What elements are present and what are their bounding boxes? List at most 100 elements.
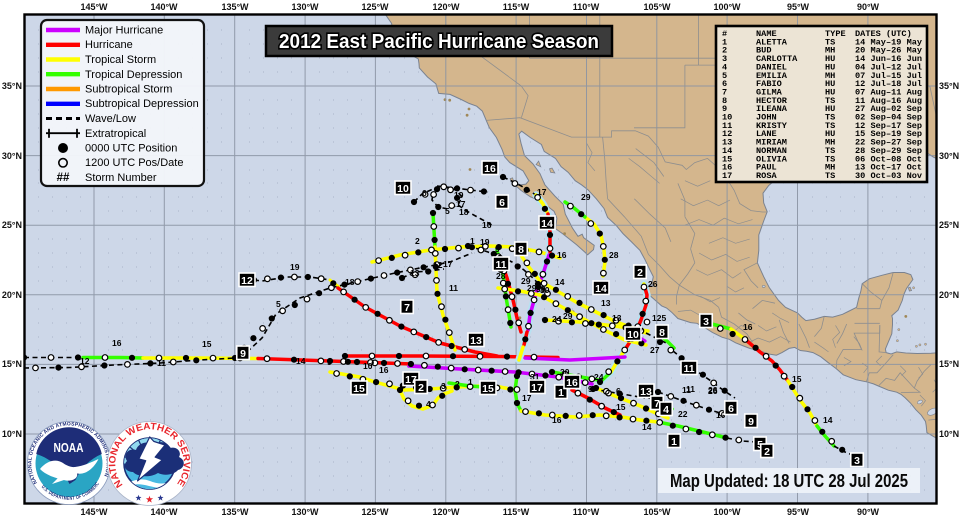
svg-text:20°N: 20°N	[2, 290, 22, 300]
svg-text:02 Sep–04 Sep: 02 Sep–04 Sep	[855, 113, 922, 123]
svg-text:120°W: 120°W	[432, 507, 460, 517]
svg-text:10: 10	[716, 410, 726, 420]
svg-text:2: 2	[455, 379, 460, 389]
svg-text:3: 3	[854, 455, 860, 467]
svg-text:30°N: 30°N	[2, 151, 22, 161]
svg-text:NAME: NAME	[756, 29, 777, 39]
svg-text:15 Sep–19 Sep: 15 Sep–19 Sep	[855, 129, 922, 139]
svg-text:15°N: 15°N	[939, 359, 959, 369]
svg-text:16: 16	[743, 322, 753, 332]
svg-text:HU: HU	[825, 62, 835, 72]
svg-text:6: 6	[722, 79, 727, 89]
svg-text:17: 17	[537, 187, 547, 197]
svg-text:11: 11	[722, 121, 732, 131]
svg-text:12 Jul–18 Jul: 12 Jul–18 Jul	[855, 79, 922, 89]
svg-text:16: 16	[484, 163, 496, 175]
svg-text:30: 30	[536, 284, 546, 294]
svg-text:##: ##	[57, 172, 70, 184]
svg-text:28: 28	[496, 271, 506, 281]
svg-text:10°N: 10°N	[2, 429, 22, 439]
svg-text:29: 29	[563, 311, 573, 321]
svg-text:14 May–19 May: 14 May–19 May	[855, 37, 922, 47]
svg-text:16: 16	[557, 250, 567, 260]
svg-text:28: 28	[609, 250, 619, 260]
svg-text:4: 4	[426, 399, 431, 409]
svg-text:LANE: LANE	[756, 129, 777, 139]
svg-text:29: 29	[527, 283, 537, 293]
svg-text:4: 4	[722, 62, 727, 72]
svg-text:16: 16	[379, 365, 389, 375]
svg-text:HU: HU	[825, 54, 835, 64]
svg-text:9: 9	[240, 348, 246, 360]
svg-text:12 Sep–17 Sep: 12 Sep–17 Sep	[855, 121, 922, 131]
svg-text:TS: TS	[825, 121, 835, 131]
svg-text:12: 12	[241, 275, 253, 287]
svg-text:7: 7	[722, 87, 727, 97]
svg-text:7: 7	[654, 398, 660, 410]
svg-text:14: 14	[722, 146, 732, 156]
svg-text:11 Aug–16 Aug: 11 Aug–16 Aug	[855, 96, 922, 106]
svg-text:13 Oct–17 Oct: 13 Oct–17 Oct	[855, 163, 922, 173]
svg-text:GILMA: GILMA	[756, 87, 783, 97]
svg-text:105°W: 105°W	[643, 507, 671, 517]
svg-text:90°W: 90°W	[857, 507, 880, 517]
svg-text:DATES (UTC): DATES (UTC)	[855, 29, 912, 39]
svg-text:30: 30	[560, 367, 570, 377]
svg-text:11: 11	[449, 283, 458, 293]
svg-text:MH: MH	[825, 163, 835, 173]
svg-text:TS: TS	[825, 37, 835, 47]
svg-text:TS: TS	[825, 96, 835, 106]
svg-text:26: 26	[708, 385, 718, 395]
svg-text:135°W: 135°W	[221, 2, 249, 12]
svg-text:BUD: BUD	[756, 46, 771, 56]
svg-text:17: 17	[722, 171, 732, 181]
svg-text:13: 13	[470, 335, 482, 347]
svg-text:19: 19	[454, 190, 464, 200]
svg-text:15: 15	[202, 339, 212, 349]
svg-text:15: 15	[792, 374, 802, 384]
svg-text:MIRIAM: MIRIAM	[756, 138, 787, 148]
svg-text:22: 22	[678, 409, 688, 419]
svg-text:16: 16	[722, 163, 732, 173]
svg-text:20°N: 20°N	[939, 290, 959, 300]
svg-text:TS: TS	[825, 171, 835, 181]
svg-text:KRISTY: KRISTY	[756, 121, 788, 131]
svg-text:5: 5	[445, 206, 450, 216]
svg-text:120°W: 120°W	[432, 2, 460, 12]
svg-text:#: #	[722, 29, 727, 39]
svg-text:28 Sep–29 Sep: 28 Sep–29 Sep	[855, 146, 922, 156]
svg-text:MH: MH	[825, 71, 835, 81]
svg-text:13: 13	[601, 298, 611, 308]
svg-text:115°W: 115°W	[503, 2, 530, 12]
svg-text:125°W: 125°W	[361, 2, 389, 12]
svg-text:ROSA: ROSA	[756, 171, 777, 181]
svg-text:MH: MH	[825, 138, 835, 148]
svg-text:11: 11	[682, 385, 691, 395]
svg-text:110°W: 110°W	[573, 507, 600, 517]
svg-text:MH: MH	[825, 46, 835, 56]
svg-text:2: 2	[637, 267, 643, 279]
svg-text:PAUL: PAUL	[756, 163, 777, 173]
svg-text:HU: HU	[825, 129, 835, 139]
svg-text:5: 5	[722, 71, 727, 81]
svg-text:95°W: 95°W	[787, 507, 810, 517]
svg-text:90°W: 90°W	[857, 2, 880, 12]
svg-text:17: 17	[456, 199, 466, 209]
svg-text:9: 9	[722, 104, 727, 114]
svg-text:12: 12	[80, 356, 90, 366]
svg-text:2: 2	[418, 382, 424, 394]
svg-text:14: 14	[296, 356, 306, 366]
svg-text:10: 10	[363, 361, 373, 371]
svg-text:13: 13	[612, 313, 622, 323]
svg-text:35°N: 35°N	[2, 81, 22, 91]
svg-text:Extratropical: Extratropical	[85, 128, 146, 140]
svg-text:145°W: 145°W	[80, 2, 108, 12]
svg-text:ILEANA: ILEANA	[756, 104, 788, 114]
svg-text:9: 9	[327, 357, 332, 367]
svg-text:14: 14	[642, 422, 652, 432]
svg-text:Map Updated: 18 UTC 28 Jul 202: Map Updated: 18 UTC 28 Jul 2025	[670, 471, 908, 491]
svg-text:15: 15	[616, 402, 626, 412]
svg-text:07 Aug–11 Aug: 07 Aug–11 Aug	[855, 87, 922, 97]
svg-text:EMILIA: EMILIA	[756, 71, 788, 81]
svg-text:04 Jul–12 Jul: 04 Jul–12 Jul	[855, 62, 922, 72]
